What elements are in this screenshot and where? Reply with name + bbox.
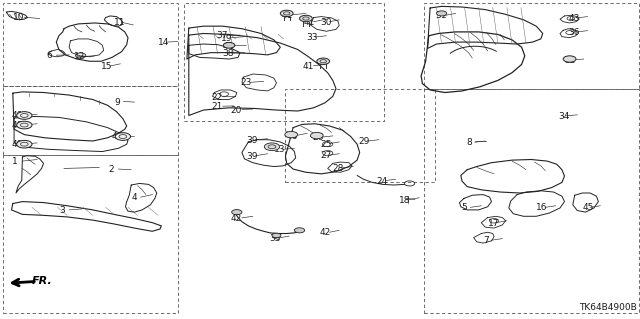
Text: 40: 40	[112, 132, 124, 141]
Text: 29: 29	[358, 137, 370, 146]
Circle shape	[272, 233, 281, 238]
Circle shape	[300, 15, 312, 22]
Text: 16: 16	[536, 204, 548, 212]
Text: 39: 39	[246, 136, 258, 145]
Text: 22: 22	[211, 93, 223, 102]
Text: 39: 39	[246, 152, 258, 161]
Text: 21: 21	[211, 102, 223, 111]
Text: 19: 19	[221, 34, 232, 43]
Text: 28: 28	[333, 164, 344, 173]
Text: 15: 15	[100, 63, 112, 71]
Circle shape	[310, 132, 323, 139]
Circle shape	[115, 133, 131, 140]
Text: 38: 38	[222, 49, 234, 58]
Circle shape	[280, 10, 293, 17]
Text: 40: 40	[12, 121, 23, 130]
Text: 23: 23	[240, 78, 252, 87]
Text: 33: 33	[306, 33, 317, 42]
Text: 40: 40	[12, 140, 23, 149]
Text: 1: 1	[12, 157, 17, 166]
Text: 32: 32	[564, 56, 576, 65]
Text: 24: 24	[376, 177, 388, 186]
Text: 3: 3	[59, 206, 65, 215]
Text: 44: 44	[223, 42, 234, 51]
Text: 17: 17	[488, 219, 499, 228]
Text: 12: 12	[74, 52, 85, 61]
Text: 34: 34	[558, 112, 570, 121]
Text: 35: 35	[269, 234, 280, 243]
Circle shape	[223, 42, 235, 48]
Text: 26: 26	[312, 133, 324, 142]
Text: 41: 41	[302, 62, 314, 71]
Text: 36: 36	[568, 28, 580, 37]
Circle shape	[17, 112, 32, 119]
Text: 2: 2	[109, 165, 115, 174]
Circle shape	[285, 131, 298, 138]
Text: 27: 27	[320, 151, 332, 160]
Circle shape	[294, 228, 305, 233]
Text: 25: 25	[320, 140, 332, 149]
Text: 7: 7	[483, 236, 489, 245]
Text: 42: 42	[230, 214, 242, 223]
Text: 14: 14	[158, 38, 170, 47]
Text: 43: 43	[568, 14, 580, 23]
Circle shape	[563, 56, 576, 62]
Text: 20: 20	[230, 106, 242, 115]
Text: FR.: FR.	[32, 276, 52, 286]
Text: 40: 40	[12, 111, 23, 120]
Circle shape	[17, 140, 32, 148]
Text: 42: 42	[320, 228, 332, 237]
Text: 45: 45	[582, 204, 594, 212]
Text: 18: 18	[399, 196, 411, 205]
Text: 30: 30	[320, 18, 332, 27]
Text: 4: 4	[131, 193, 137, 202]
Circle shape	[232, 210, 242, 215]
Text: 8: 8	[466, 138, 472, 147]
Text: 5: 5	[461, 204, 467, 212]
Circle shape	[317, 58, 330, 64]
Circle shape	[17, 121, 32, 129]
Circle shape	[264, 143, 280, 151]
Text: 11: 11	[114, 18, 125, 27]
Text: 31: 31	[435, 11, 447, 20]
Text: 46: 46	[287, 132, 298, 141]
Text: 13: 13	[274, 145, 285, 154]
Text: 41: 41	[303, 18, 315, 27]
Text: 37: 37	[216, 31, 228, 40]
Text: TK64B4900B: TK64B4900B	[579, 303, 637, 312]
Text: 41: 41	[282, 11, 293, 20]
Text: 9: 9	[114, 98, 120, 107]
Text: 6: 6	[46, 51, 52, 60]
Text: 10: 10	[13, 13, 24, 22]
Circle shape	[436, 11, 447, 16]
